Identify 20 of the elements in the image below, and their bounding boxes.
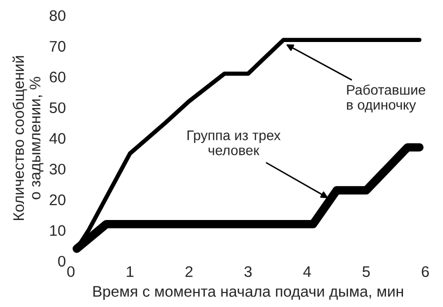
x-tick-label: 3	[244, 266, 252, 278]
y-axis-title: Количество сообщений о задымлении, %	[12, 56, 44, 220]
y-tick-label: 10	[50, 225, 66, 236]
y-tick-label: 60	[50, 72, 66, 82]
x-tick-label: 4	[303, 266, 311, 277]
y-tick-label: 0	[58, 256, 66, 267]
y-tick-label: 20	[50, 194, 66, 206]
x-tick-label: 5	[362, 266, 370, 278]
y-tick-label: 40	[49, 133, 66, 144]
x-tick-label: 2	[186, 266, 192, 277]
y-tick-label: 80	[50, 10, 66, 22]
y-tick-label: 30	[50, 164, 66, 175]
annotation: Группа из трех человек	[188, 130, 281, 156]
y-tick-label: 70	[50, 40, 66, 52]
annotation: Работавшие в одиночку	[346, 84, 426, 112]
y-tick-label: 50	[50, 102, 66, 114]
x-axis-title: Время с момента начала подачи дыма, мин	[93, 286, 403, 300]
x-tick-label: 6	[422, 266, 429, 278]
x-tick-label: 1	[126, 266, 134, 277]
x-tick-label: 0	[67, 266, 75, 278]
